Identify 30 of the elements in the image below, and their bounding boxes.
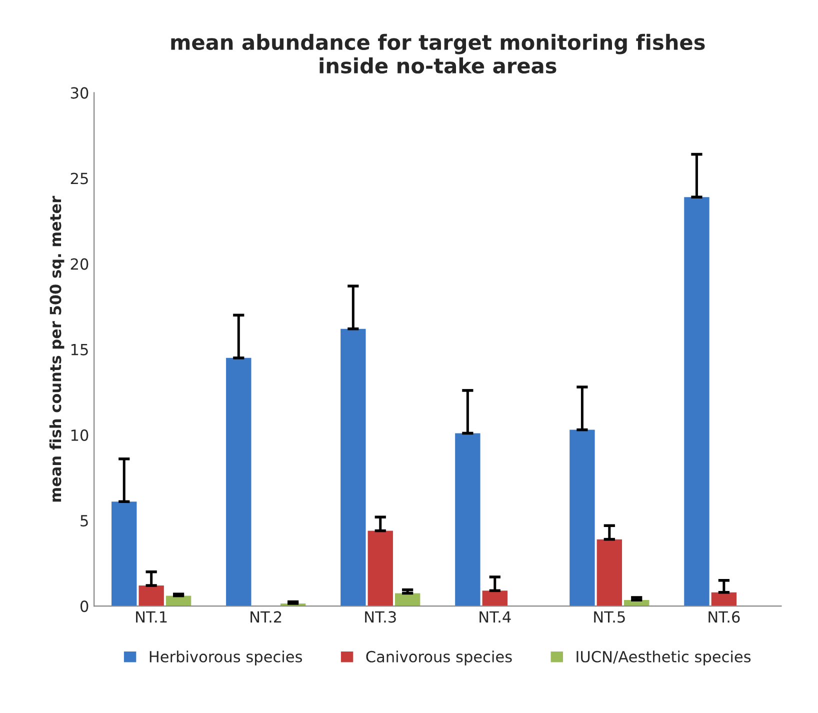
- y-tick-label: 20: [70, 258, 88, 270]
- legend-label: IUCN/Aesthetic species: [576, 650, 751, 666]
- y-tick-label: 5: [80, 515, 88, 527]
- chart-title: mean abundance for target monitoring fishes inside no-take areas: [171, 34, 705, 74]
- bar: [570, 430, 595, 606]
- y-tick-label: 10: [71, 429, 88, 441]
- x-tick-label: NT.3: [365, 611, 396, 623]
- x-tick-label: NT.4: [480, 611, 511, 623]
- bar: [482, 590, 508, 606]
- bar: [340, 328, 366, 606]
- bar: [368, 530, 393, 606]
- bar: [138, 586, 164, 606]
- bar: [112, 502, 137, 606]
- legend-label: Canivorous species: [366, 650, 512, 666]
- x-tick-label: NT.2: [250, 611, 282, 623]
- y-tick-label: 30: [70, 87, 88, 99]
- y-tick-label: 15: [71, 344, 88, 356]
- legend-label: Herbivorous species: [150, 650, 302, 666]
- y-tick-label: 25: [70, 172, 88, 184]
- bar: [455, 433, 480, 606]
- bar: [711, 592, 737, 606]
- x-tick-label: NT.6: [708, 611, 740, 623]
- bar: [226, 358, 252, 606]
- bar: [596, 539, 622, 606]
- x-tick-label: NT.5: [594, 611, 625, 623]
- y-tick-label: 0: [80, 600, 88, 612]
- x-tick-label: NT.1: [136, 611, 167, 623]
- y-axis-title: mean fish counts per 500 sq. meter: [49, 196, 64, 502]
- bar: [684, 197, 710, 606]
- bar: [394, 593, 420, 606]
